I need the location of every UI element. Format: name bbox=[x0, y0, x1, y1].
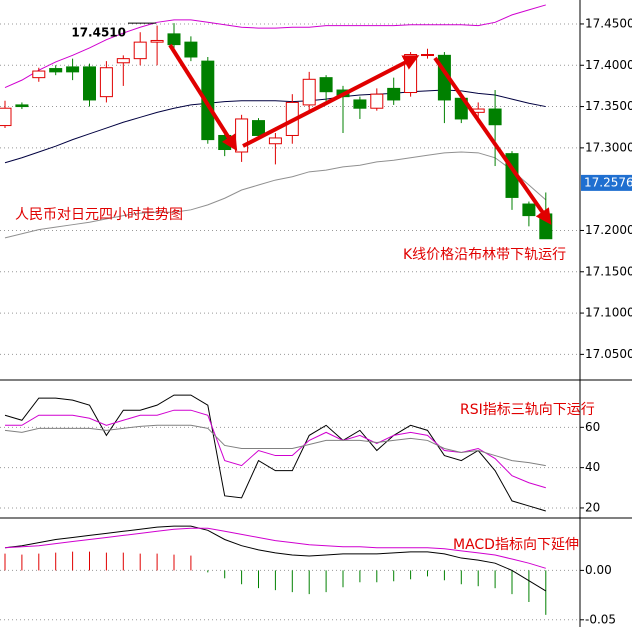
arrow bbox=[242, 55, 420, 148]
candle-body bbox=[15, 104, 29, 108]
candle-body bbox=[387, 87, 401, 101]
candle-body bbox=[167, 33, 181, 46]
arrow bbox=[168, 43, 238, 152]
indicator-line bbox=[4, 394, 546, 512]
y-tick-label: 17.4000 bbox=[585, 58, 632, 72]
indicator-line bbox=[4, 527, 546, 569]
candle-body bbox=[421, 54, 434, 57]
y-tick-label: 20 bbox=[585, 500, 600, 514]
y-tick-label: 17.4500 bbox=[585, 16, 632, 30]
y-tick-label: 60 bbox=[585, 420, 600, 434]
candle-body bbox=[235, 118, 249, 153]
y-tick-label: 17.1500 bbox=[585, 264, 632, 278]
annotation: K线价格沿布林带下轨运行 bbox=[403, 247, 566, 263]
indicator-line bbox=[4, 525, 547, 592]
y-tick-label: 40 bbox=[585, 460, 600, 474]
candle-body bbox=[302, 78, 316, 106]
last-price-label: 17.2576 bbox=[584, 175, 632, 189]
candle-body bbox=[66, 66, 80, 73]
y-tick-label: 17.1000 bbox=[585, 306, 632, 320]
candle-body bbox=[150, 39, 164, 43]
y-tick-label: 17.3500 bbox=[585, 99, 632, 113]
candle-body bbox=[201, 60, 215, 141]
trend-arrows bbox=[168, 43, 552, 225]
candle-body bbox=[32, 70, 46, 79]
annotation: RSI指标三轨向下运行 bbox=[460, 402, 595, 418]
indicator-line bbox=[4, 424, 546, 467]
chart-title: 人民币对日元四小时走势图 bbox=[15, 207, 183, 223]
candle-body bbox=[353, 99, 367, 109]
indicator-line bbox=[4, 151, 547, 239]
candle-body bbox=[49, 68, 63, 73]
candle-body bbox=[0, 107, 12, 127]
y-tick-label: 17.2000 bbox=[585, 223, 632, 237]
annotation: MACD指标向下延伸 bbox=[453, 537, 579, 553]
candle-body bbox=[488, 108, 502, 126]
candle-body bbox=[268, 137, 282, 145]
indicator-line bbox=[5, 409, 546, 489]
candle-body bbox=[370, 93, 384, 109]
arrow bbox=[433, 56, 552, 225]
candle-body bbox=[116, 58, 130, 64]
candle-body bbox=[319, 77, 333, 93]
candle-body bbox=[522, 203, 536, 217]
candle-body bbox=[184, 41, 198, 58]
candle-body bbox=[83, 66, 96, 101]
y-tick-label: 17.3000 bbox=[585, 140, 632, 154]
indicator-line bbox=[4, 4, 546, 89]
candle-body bbox=[99, 67, 113, 98]
y-tick-label: 17.0500 bbox=[585, 347, 632, 361]
candle-body bbox=[252, 120, 265, 136]
max-label: 17.4510 bbox=[71, 26, 126, 40]
candle-body bbox=[133, 41, 147, 60]
y-tick-label: -0.05 bbox=[585, 612, 616, 626]
last-price-box bbox=[581, 174, 632, 191]
y-tick-label: 0.00 bbox=[585, 563, 612, 577]
